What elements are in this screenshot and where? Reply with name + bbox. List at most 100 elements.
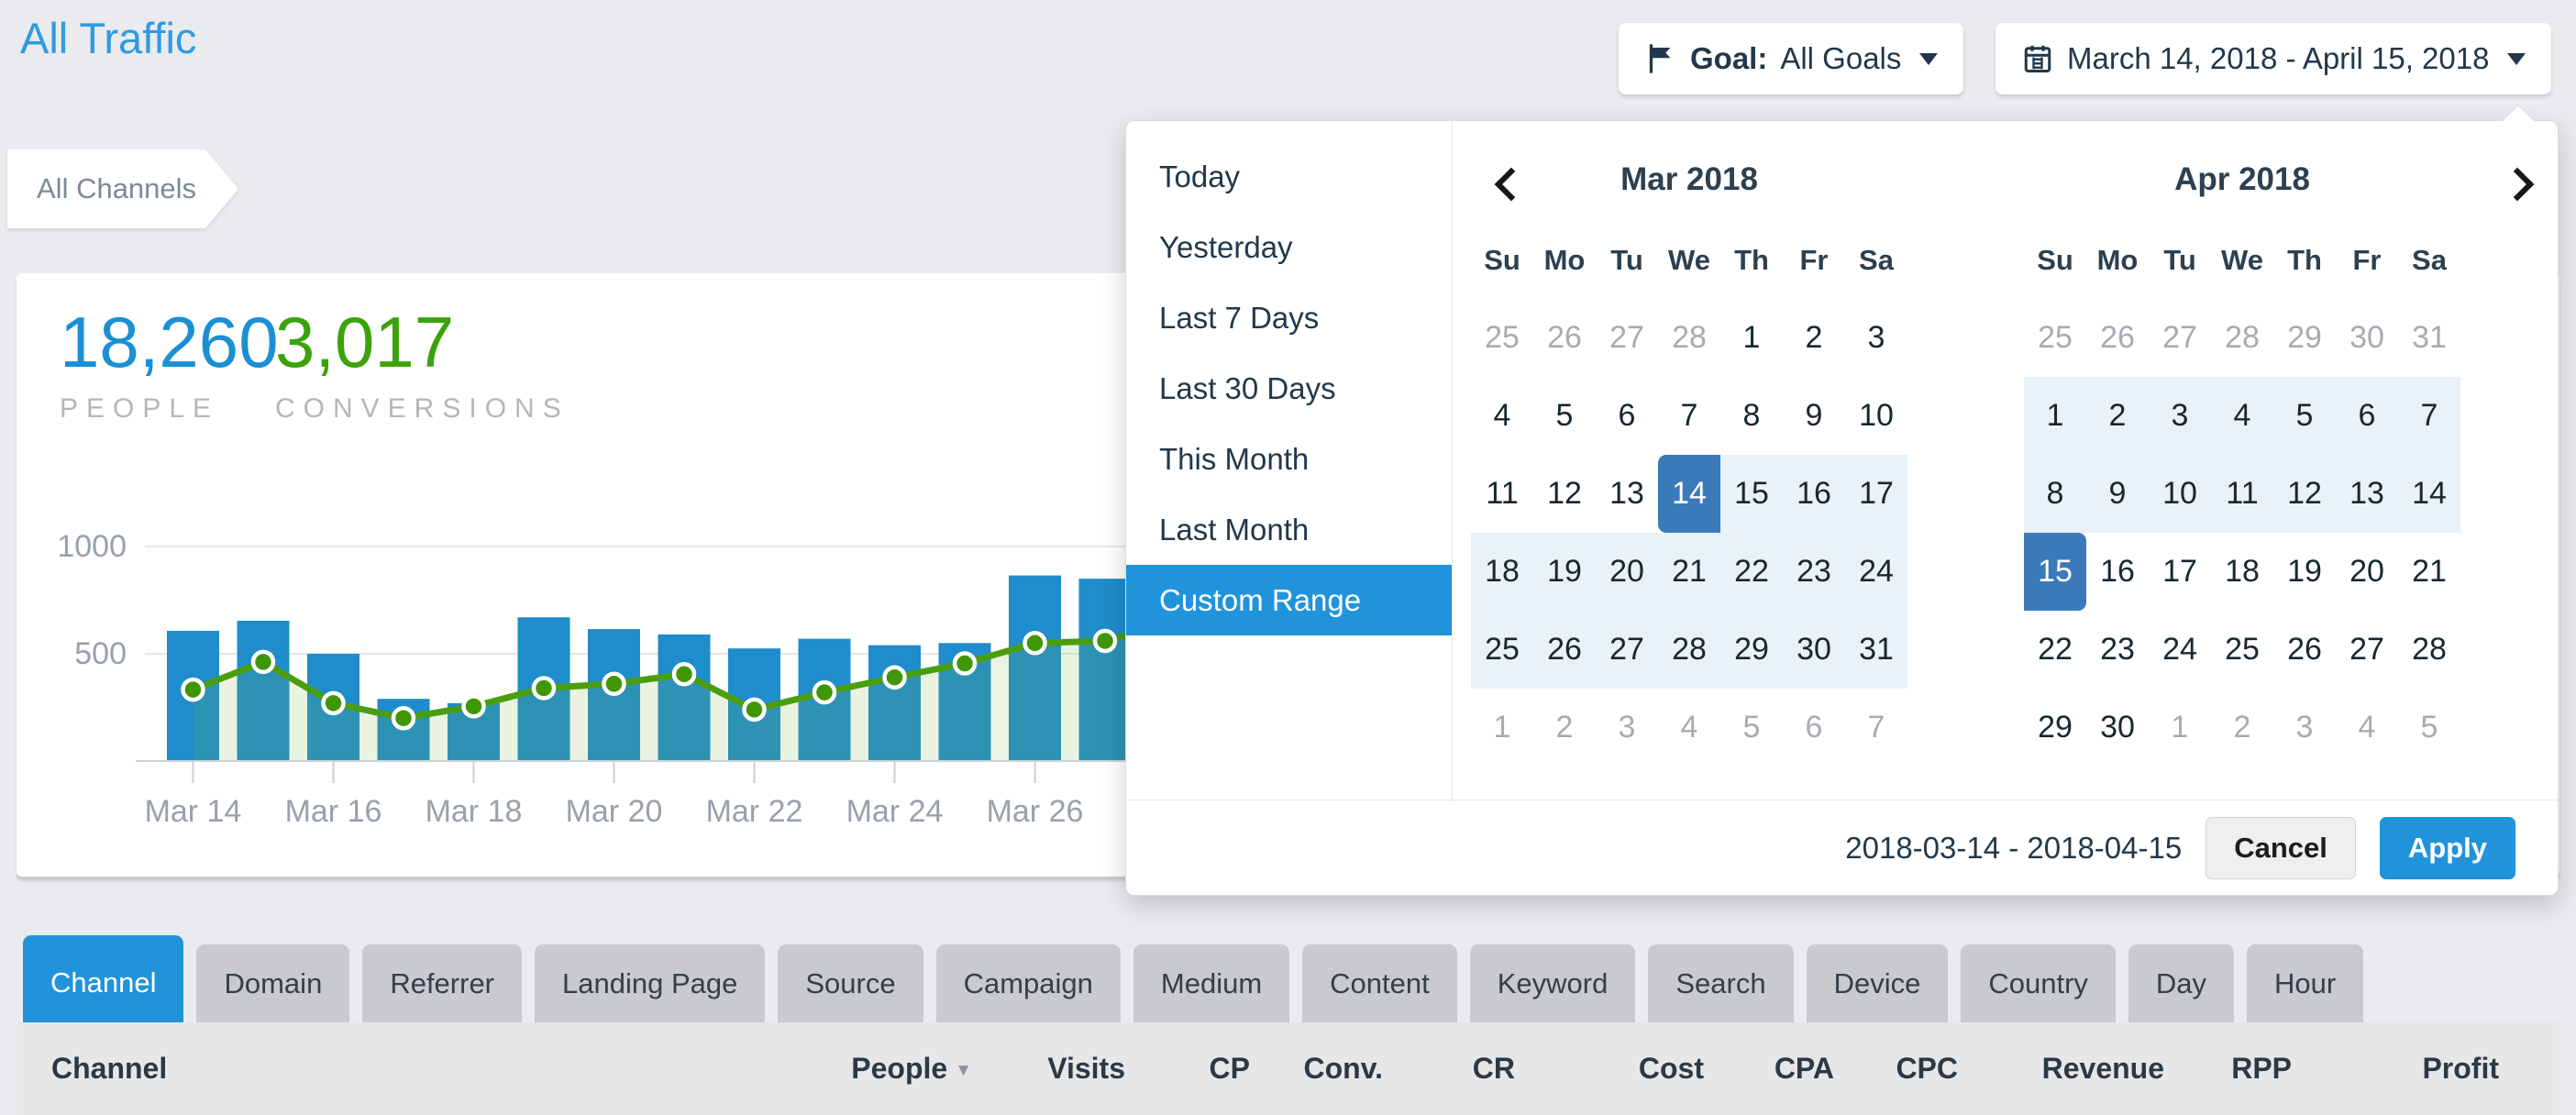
day-cell[interactable]: 12 [2273,455,2336,533]
day-cell[interactable]: 15 [1720,455,1783,533]
tab-landing-page[interactable]: Landing Page [535,944,766,1022]
day-cell[interactable]: 23 [2100,632,2135,667]
day-cell[interactable]: 3 [1867,320,1885,355]
day-cell[interactable]: 20 [2349,554,2384,589]
column-header-rpp[interactable]: RPP [2231,1052,2292,1085]
day-cell[interactable]: 17 [1845,455,1907,533]
day-cell[interactable]: 17 [2162,554,2197,589]
day-cell[interactable]: 18 [2225,554,2260,589]
tab-device[interactable]: Device [1806,944,1949,1022]
day-cell[interactable]: 1 [1742,320,1761,355]
day-cell[interactable]: 30 [2349,320,2384,355]
day-cell[interactable]: 31 [1845,611,1907,689]
day-cell[interactable]: 30 [2100,710,2135,745]
day-cell[interactable]: 5 [1555,398,1574,433]
day-cell[interactable]: 14 [2398,455,2460,533]
day-cell[interactable]: 2 [2233,710,2251,745]
column-header-people[interactable]: People ▼ [851,1052,972,1085]
day-cell[interactable]: 21 [1658,533,1720,611]
preset-this-month[interactable]: This Month [1159,442,1310,476]
tab-country[interactable]: Country [1961,944,2116,1022]
tab-referrer[interactable]: Referrer [362,944,523,1022]
preset-last-7-days[interactable]: Last 7 Days [1159,301,1320,335]
day-cell[interactable]: 14 [1658,455,1720,533]
column-header-cost[interactable]: Cost [1638,1052,1704,1085]
date-range-button[interactable]: March 14, 2018 - April 15, 2018 [1996,23,2552,94]
day-cell[interactable]: 31 [2412,320,2447,355]
day-cell[interactable]: 6 [1618,398,1636,433]
day-cell[interactable]: 15 [2024,533,2086,611]
day-cell[interactable]: 30 [1783,611,1845,689]
day-cell[interactable]: 28 [2412,632,2447,667]
day-cell[interactable]: 2 [1805,320,1823,355]
column-header-cpc[interactable]: CPC [1896,1052,1958,1085]
goal-selector-button[interactable]: Goal: All Goals [1619,23,1964,94]
day-cell[interactable]: 9 [2086,455,2149,533]
day-cell[interactable]: 1 [2024,377,2086,455]
day-cell[interactable]: 25 [1485,320,1520,355]
day-cell[interactable]: 20 [1596,533,1658,611]
day-cell[interactable]: 19 [1533,533,1596,611]
day-cell[interactable]: 2 [1555,710,1574,745]
day-cell[interactable]: 10 [1859,398,1894,433]
day-cell[interactable]: 11 [2211,455,2273,533]
next-month-icon[interactable] [2500,165,2540,205]
tab-search[interactable]: Search [1648,944,1794,1022]
preset-last-month[interactable]: Last Month [1159,513,1310,546]
day-cell[interactable]: 16 [2100,554,2135,589]
day-cell[interactable]: 6 [2336,377,2398,455]
preset-yesterday[interactable]: Yesterday [1159,230,1293,264]
column-header-cr[interactable]: CR [1472,1052,1515,1085]
breadcrumb[interactable]: All Channels [7,149,239,228]
day-cell[interactable]: 29 [1720,611,1783,689]
day-cell[interactable]: 4 [2211,377,2273,455]
tab-content[interactable]: Content [1302,944,1457,1022]
tab-day[interactable]: Day [2128,944,2235,1022]
day-cell[interactable]: 27 [2162,320,2197,355]
day-cell[interactable]: 18 [1471,533,1533,611]
column-header-profit[interactable]: Profit [2422,1052,2499,1085]
day-cell[interactable]: 8 [2024,455,2086,533]
day-cell[interactable]: 16 [1783,455,1845,533]
day-cell[interactable]: 24 [1845,533,1907,611]
day-cell[interactable]: 4 [2358,710,2376,745]
day-cell[interactable]: 13 [2336,455,2398,533]
tab-campaign[interactable]: Campaign [935,944,1121,1022]
day-cell[interactable]: 2 [2086,377,2149,455]
day-cell[interactable]: 4 [1680,710,1698,745]
day-cell[interactable]: 5 [2420,710,2438,745]
day-cell[interactable]: 10 [2149,455,2211,533]
day-cell[interactable]: 28 [1658,611,1720,689]
day-cell[interactable]: 3 [1618,710,1636,745]
day-cell[interactable]: 24 [2162,632,2197,667]
preset-custom-range[interactable]: Custom Range [1126,565,1452,635]
tab-keyword[interactable]: Keyword [1469,944,1636,1022]
day-cell[interactable]: 7 [1680,398,1698,433]
tab-medium[interactable]: Medium [1133,944,1290,1022]
day-cell[interactable]: 12 [1547,476,1582,511]
day-cell[interactable]: 19 [2287,554,2322,589]
tab-channel[interactable]: Channel [23,935,184,1030]
day-cell[interactable]: 8 [1742,398,1761,433]
day-cell[interactable]: 25 [1471,611,1533,689]
column-header-conv[interactable]: Conv. [1303,1052,1383,1085]
day-cell[interactable]: 25 [2225,632,2260,667]
day-cell[interactable]: 29 [2038,710,2073,745]
day-cell[interactable]: 26 [1547,320,1582,355]
day-cell[interactable]: 5 [1742,710,1761,745]
day-cell[interactable]: 28 [2225,320,2260,355]
day-cell[interactable]: 21 [2412,554,2447,589]
column-header-channel[interactable]: Channel [51,1052,168,1085]
column-header-visits[interactable]: Visits [1047,1052,1125,1085]
day-cell[interactable]: 22 [2038,632,2073,667]
tab-domain[interactable]: Domain [196,944,350,1022]
day-cell[interactable]: 26 [2100,320,2135,355]
column-header-cp[interactable]: CP [1209,1052,1250,1085]
day-cell[interactable]: 4 [1493,398,1511,433]
day-cell[interactable]: 1 [1493,710,1511,745]
day-cell[interactable]: 29 [2287,320,2322,355]
day-cell[interactable]: 6 [1805,710,1823,745]
column-header-cpa[interactable]: CPA [1774,1052,1834,1085]
day-cell[interactable]: 27 [1596,611,1658,689]
apply-button[interactable]: Apply [2379,816,2515,879]
